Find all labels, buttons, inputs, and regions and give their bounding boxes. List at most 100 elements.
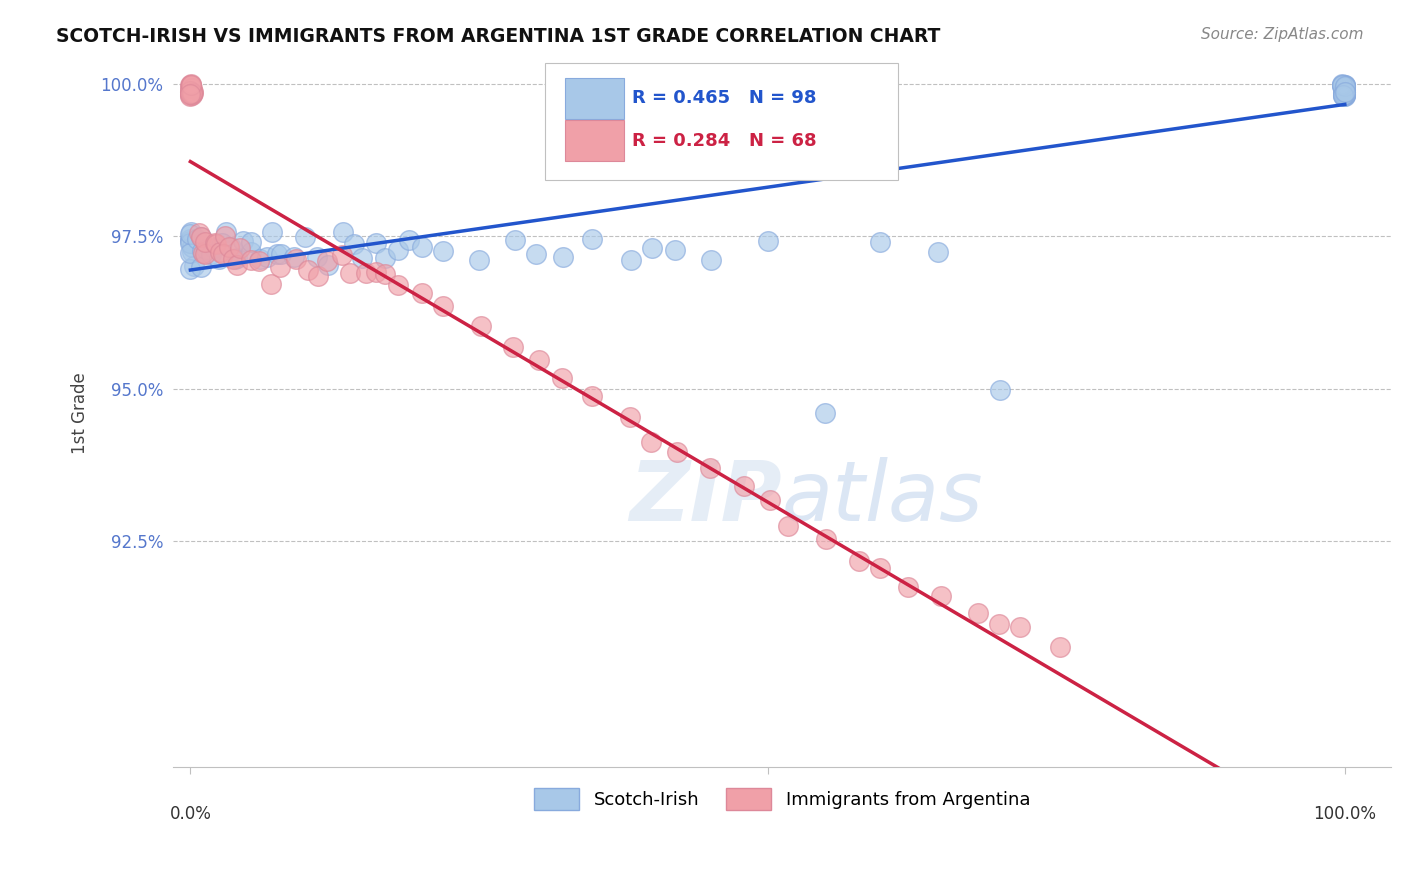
Point [1333, 78, 1355, 93]
Point [181, 88, 204, 103]
Point [240, 235, 263, 249]
Point [209, 244, 232, 259]
Point [194, 247, 217, 261]
Point [179, 80, 201, 95]
Point [179, 262, 201, 277]
Point [200, 247, 222, 261]
Text: SCOTCH-IRISH VS IMMIGRANTS FROM ARGENTINA 1ST GRADE CORRELATION CHART: SCOTCH-IRISH VS IMMIGRANTS FROM ARGENTIN… [56, 27, 941, 45]
Point [467, 253, 489, 268]
Point [204, 237, 226, 252]
Point [551, 371, 574, 385]
Point [195, 242, 218, 256]
Point [179, 246, 201, 260]
Point [1333, 86, 1355, 100]
Point [179, 88, 201, 103]
Point [294, 229, 316, 244]
Point [270, 247, 292, 261]
Point [179, 236, 201, 251]
FancyBboxPatch shape [544, 63, 898, 180]
Legend: Scotch-Irish, Immigrants from Argentina: Scotch-Irish, Immigrants from Argentina [527, 781, 1038, 818]
Point [524, 247, 547, 261]
Point [387, 244, 409, 258]
Point [1333, 87, 1355, 102]
Point [181, 244, 204, 259]
Point [181, 85, 204, 99]
Point [180, 85, 202, 99]
Point [733, 479, 755, 493]
Point [183, 86, 205, 100]
Point [640, 435, 662, 450]
Point [1333, 87, 1355, 102]
Point [432, 299, 454, 313]
Point [699, 461, 721, 475]
Point [1333, 86, 1355, 100]
Point [208, 252, 231, 267]
Point [343, 236, 366, 251]
Point [1333, 85, 1355, 99]
Point [190, 244, 212, 259]
Point [967, 606, 990, 620]
Text: Source: ZipAtlas.com: Source: ZipAtlas.com [1201, 27, 1364, 42]
Point [666, 445, 689, 459]
Point [1333, 87, 1355, 101]
Point [1333, 81, 1355, 95]
Point [1333, 79, 1355, 94]
Point [249, 252, 271, 266]
Point [529, 353, 551, 368]
Point [503, 234, 526, 248]
Point [1333, 83, 1355, 97]
Point [640, 242, 662, 256]
Point [262, 225, 284, 239]
Text: 0.0%: 0.0% [170, 805, 211, 823]
Point [848, 554, 870, 568]
Point [1333, 87, 1355, 102]
Point [869, 561, 891, 575]
Point [283, 250, 305, 264]
FancyBboxPatch shape [565, 120, 624, 161]
Point [776, 519, 799, 533]
Point [1333, 89, 1355, 103]
Point [204, 236, 226, 251]
Point [1333, 84, 1355, 98]
Point [756, 234, 779, 248]
Point [1333, 78, 1355, 93]
Point [1333, 81, 1355, 95]
Point [180, 87, 202, 102]
Point [619, 409, 641, 424]
Point [759, 493, 782, 508]
Point [284, 252, 307, 267]
Point [1331, 85, 1354, 99]
Text: R = 0.465   N = 98: R = 0.465 N = 98 [633, 89, 817, 107]
Point [226, 251, 249, 265]
Y-axis label: 1st Grade: 1st Grade [72, 372, 89, 454]
Point [179, 85, 201, 99]
Point [988, 383, 1011, 397]
Point [1333, 87, 1355, 101]
Point [1333, 88, 1355, 103]
Point [180, 78, 202, 92]
Point [186, 231, 208, 245]
Point [180, 78, 202, 93]
Point [269, 260, 291, 274]
Point [256, 250, 278, 264]
Point [316, 258, 339, 272]
Point [1331, 78, 1354, 93]
Point [470, 319, 492, 334]
Point [190, 229, 212, 244]
Point [1333, 85, 1355, 99]
Point [191, 246, 214, 260]
Point [307, 251, 329, 265]
Point [266, 247, 288, 261]
Point [260, 277, 283, 291]
Point [1333, 85, 1355, 99]
Point [183, 259, 205, 273]
Point [1330, 78, 1353, 92]
Point [180, 78, 202, 93]
Point [180, 225, 202, 239]
Point [1333, 82, 1355, 96]
Text: ZIP: ZIP [630, 458, 782, 539]
Point [1333, 87, 1355, 101]
Point [869, 235, 891, 249]
Point [354, 266, 377, 280]
Point [179, 227, 201, 241]
